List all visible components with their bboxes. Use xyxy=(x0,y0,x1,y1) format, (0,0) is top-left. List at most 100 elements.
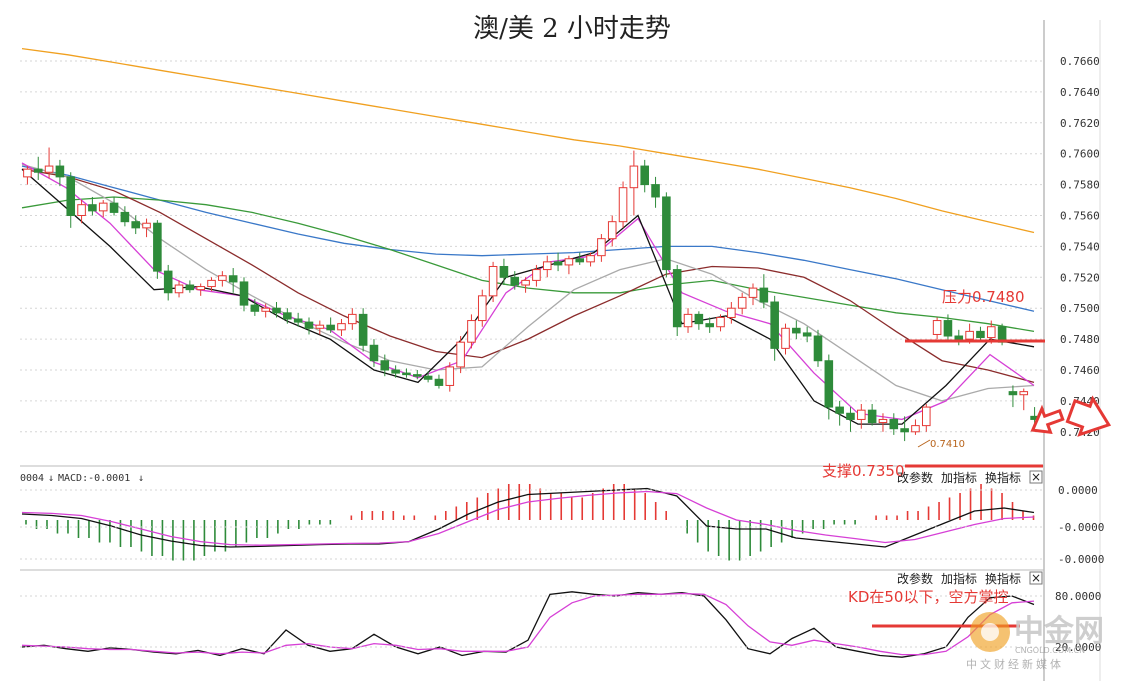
candle-body xyxy=(770,301,779,349)
support-label: 支撑0.7350 xyxy=(822,462,905,480)
price-tick-label: 0.7660 xyxy=(1060,55,1100,68)
macd-header: MACD:-0.0001 xyxy=(58,473,130,484)
macd-tick-label: 0.0000 xyxy=(1058,484,1098,497)
price-tick-label: 0.7620 xyxy=(1060,117,1100,130)
candle-body xyxy=(683,313,693,328)
candlesticks xyxy=(23,147,1039,442)
candle-body xyxy=(813,335,823,362)
macd-switch-indicator-button[interactable]: 换指标 xyxy=(985,470,1021,485)
candle-body xyxy=(532,269,541,281)
candle-body xyxy=(748,287,758,298)
candle-body xyxy=(163,270,173,294)
price-tick-label: 0.7600 xyxy=(1060,148,1100,161)
candle-body xyxy=(250,304,260,312)
candle-body xyxy=(66,176,76,216)
candle-body xyxy=(575,258,585,263)
arrow-right-icon xyxy=(1065,395,1112,437)
candle-body xyxy=(629,165,639,189)
candle-body xyxy=(488,265,498,297)
watermark: 中金网 CNGOLD.COM.CN 中文财经新媒体 xyxy=(966,612,1104,671)
candle-body xyxy=(857,409,866,420)
macd-tick-label: -0.0000 xyxy=(1058,521,1104,534)
candle-body xyxy=(218,275,227,281)
macd-params-button[interactable]: 改参数 xyxy=(897,470,933,485)
candle-body xyxy=(824,360,834,408)
candle-body xyxy=(402,372,411,376)
moving-average-line xyxy=(21,196,1035,333)
kd-line xyxy=(21,592,1035,656)
macd-lines xyxy=(21,487,1035,548)
candle-body xyxy=(564,258,574,266)
candle-body xyxy=(283,312,292,320)
candle-body xyxy=(597,238,606,257)
chart-title: 澳/美 2 小时走势 xyxy=(473,14,671,44)
candle-body xyxy=(142,222,151,229)
grid-lines xyxy=(20,60,1044,433)
macd-add-indicator-button[interactable]: 加指标 xyxy=(941,470,977,485)
watermark-logo-inner xyxy=(981,623,999,641)
kd-switch-indicator-button[interactable]: 换指标 xyxy=(985,571,1021,586)
price-tick-label: 0.7500 xyxy=(1060,302,1100,315)
candle-body xyxy=(456,341,465,368)
candle-body xyxy=(607,221,617,240)
candle-body xyxy=(196,286,205,291)
macd-close-button[interactable] xyxy=(1029,470,1043,484)
candle-body xyxy=(44,165,54,173)
macd-prefix: 0004 xyxy=(20,473,44,484)
candle-body xyxy=(499,265,509,278)
kd-close-icon: × xyxy=(1031,571,1041,585)
candle-body xyxy=(467,320,476,343)
candle-body xyxy=(228,275,238,283)
candle-body xyxy=(781,327,790,349)
candle-body xyxy=(694,313,704,325)
candle-body xyxy=(553,261,563,266)
candle-body xyxy=(586,255,595,263)
candle-body xyxy=(239,281,249,306)
resistance-label: 压力0.7480 xyxy=(942,288,1025,306)
direction-arrows xyxy=(1030,395,1112,437)
macd-line xyxy=(21,487,1035,548)
candle-body xyxy=(477,295,487,322)
candle-body xyxy=(954,335,964,340)
kd-line xyxy=(21,591,1035,658)
candle-body xyxy=(737,296,747,309)
moving-average-line xyxy=(21,168,1035,384)
macd-arrow2-icon: ↓ xyxy=(138,473,144,484)
candle-body xyxy=(120,211,130,223)
candle-body xyxy=(911,425,920,433)
candle-body xyxy=(651,184,660,198)
candle-body xyxy=(445,366,455,386)
kd-params-button[interactable]: 改参数 xyxy=(897,571,933,586)
kd-add-indicator-button[interactable]: 加指标 xyxy=(941,571,977,586)
moving-average-line xyxy=(21,163,1035,402)
candle-body xyxy=(921,406,931,427)
macd-axis-ticks: 0.0000 -0.0000 -0.0000 xyxy=(20,484,1104,566)
moving-average-line xyxy=(21,168,1035,425)
candle-body xyxy=(272,307,281,314)
kd-tick-label: 80.0000 xyxy=(1055,590,1101,603)
kd-tick-label: 20.0000 xyxy=(1055,641,1101,654)
price-tick-label: 0.7480 xyxy=(1060,333,1100,346)
candle-body xyxy=(878,418,888,424)
candle-body xyxy=(932,320,942,335)
candle-body xyxy=(55,165,65,178)
candle-body xyxy=(640,165,650,186)
candle-body xyxy=(672,269,682,328)
candle-body xyxy=(153,222,162,272)
candle-body xyxy=(846,412,855,420)
kd-close-button[interactable] xyxy=(1029,571,1043,585)
candle-body xyxy=(358,313,368,346)
moving-average-line xyxy=(21,165,1035,312)
candle-body xyxy=(33,168,43,173)
candle-body xyxy=(326,324,335,331)
candle-body xyxy=(835,406,844,414)
candle-body xyxy=(1008,391,1018,396)
macd-line xyxy=(21,490,1035,546)
candle-body xyxy=(369,344,379,362)
moving-averages xyxy=(21,47,1035,425)
candle-body xyxy=(131,221,141,229)
candle-body xyxy=(521,279,530,286)
candle-body xyxy=(1019,391,1029,396)
panel-frames xyxy=(20,20,1101,681)
